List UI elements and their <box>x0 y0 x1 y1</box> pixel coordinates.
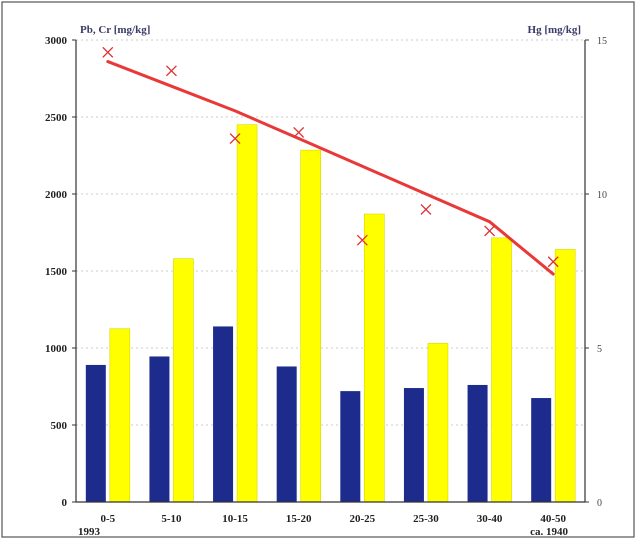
y-tick-label: 500 <box>51 420 68 432</box>
bar-series-2 <box>173 258 194 503</box>
bar-series-2 <box>491 237 512 503</box>
y-tick-label: 3000 <box>45 35 68 47</box>
hg-marker <box>229 133 241 145</box>
hg-marker <box>293 126 305 138</box>
bar-series-1 <box>531 398 552 502</box>
y-tick-right-label: 15 <box>597 36 607 47</box>
hg-marker <box>547 256 559 268</box>
x-tick-label: 15-20 <box>286 513 312 525</box>
trend-line-layer <box>106 60 555 276</box>
x-annotation-left: 1993 <box>78 526 101 538</box>
y-tick-right-label: 0 <box>597 498 602 509</box>
hg-marker-stroke <box>229 133 241 145</box>
hg-marker <box>420 203 432 215</box>
x-tick-label: 5-10 <box>161 513 182 525</box>
hg-marker-stroke <box>484 225 496 237</box>
bar-series-1 <box>213 326 234 502</box>
x-tick-label: 20-25 <box>349 513 375 525</box>
bar-series-1 <box>276 366 297 502</box>
y-tick-label: 2500 <box>45 112 68 124</box>
hg-marker <box>356 234 368 246</box>
y-ticks-right: 15 10 5 0 <box>585 36 607 509</box>
hg-marker <box>102 46 114 58</box>
bar-series-1 <box>85 364 106 502</box>
bar-series-2 <box>300 149 321 503</box>
x-tick-label: 10-15 <box>222 513 248 525</box>
y-tick-right-label: 10 <box>597 190 607 201</box>
hg-marker-stroke <box>293 126 305 138</box>
bar-series-2 <box>364 213 385 503</box>
hg-marker <box>484 225 496 237</box>
y-tick-label: 0 <box>62 497 68 509</box>
y-ticks-left: 3000 2500 2000 1500 1000 500 0 <box>45 35 76 509</box>
hg-markers <box>102 46 559 268</box>
bar-series-2 <box>554 249 576 503</box>
hg-marker <box>165 65 177 77</box>
x-tick-label: 30-40 <box>477 513 503 525</box>
hg-marker-stroke <box>547 256 559 268</box>
hg-marker-stroke <box>356 234 368 246</box>
x-annotation-right: ca. 1940 <box>530 526 568 538</box>
bar-series-1 <box>403 388 424 502</box>
y-tick-right-label: 5 <box>597 344 602 355</box>
bar-series-2 <box>236 124 258 503</box>
x-tick-label: 0-5 <box>100 513 115 525</box>
y-tick-label: 1000 <box>45 343 68 355</box>
hg-marker-stroke <box>165 65 177 77</box>
y-tick-label: 2000 <box>45 189 68 201</box>
x-ticks: 0-5 5-10 10-15 15-20 20-25 25-30 30-40 40-50 <box>100 513 566 525</box>
hg-marker-stroke <box>102 46 114 58</box>
bar-series-1 <box>149 356 170 502</box>
trend-line <box>106 60 555 276</box>
hg-marker-stroke <box>420 203 432 215</box>
y-axis-left-title: Pb, Cr [mg/kg] <box>80 24 150 36</box>
y-axis-right-title: Hg [mg/kg] <box>528 24 581 36</box>
bar-series-1 <box>467 384 488 502</box>
bar-series-2 <box>427 343 449 503</box>
x-tick-label: 25-30 <box>413 513 439 525</box>
y-tick-label: 1500 <box>45 266 68 278</box>
bar-series-1 <box>340 391 361 502</box>
x-tick-label: 40-50 <box>540 513 566 525</box>
bar-series-2 <box>109 328 131 503</box>
